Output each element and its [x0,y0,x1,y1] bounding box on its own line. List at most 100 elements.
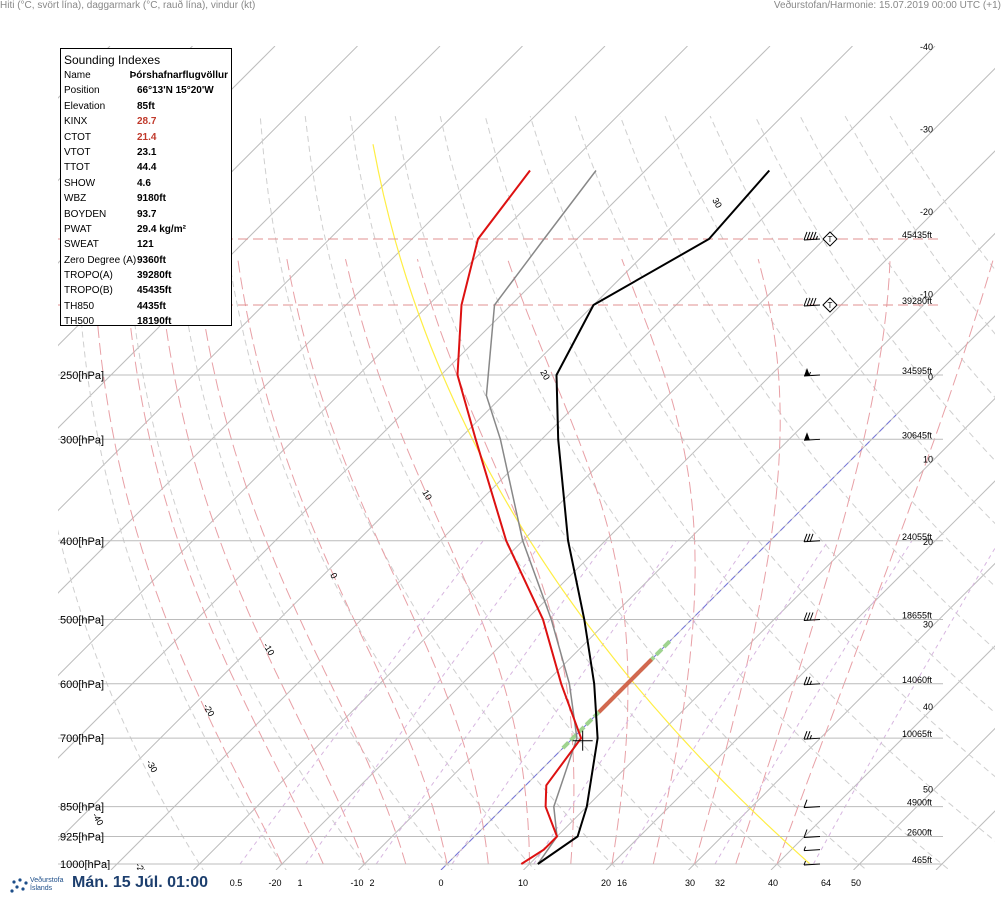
wind-barb-mark [812,297,817,307]
isotherm-label: -20 [920,207,933,217]
isotherm-label: 40 [923,702,933,712]
adiabat-label: 10 [420,488,434,502]
height-label: 34595ft [902,366,933,376]
wind-barb [803,432,821,441]
wind-barb [803,676,821,686]
moist-adiabat [416,258,575,865]
index-key: PWAT [64,223,92,235]
mixing-ratio-line [451,540,677,865]
isotherm-label: -30 [920,125,933,135]
index-value: Þórshafnarflugvöllur [129,70,228,81]
dry-adiabat [304,116,702,870]
logo-line-2: Íslands [30,885,53,892]
mixing-ratio-line [533,540,750,865]
wind-barb-mark [803,676,808,685]
moist-adiabat [345,258,530,864]
wind-barb-mark [803,806,821,809]
pressure-label: 700[hPa] [60,733,104,745]
isotherm-label: 0 [928,372,933,382]
moist-adiabat [694,258,781,865]
bottom-axis-label: 32 [715,878,725,888]
wind-barb-mark [806,612,811,621]
bottom-axis-label: 16 [617,878,627,888]
index-value: 44.4 [137,162,157,174]
isotherm-line [58,46,606,594]
pressure-label: 600[hPa] [60,679,104,691]
wind-barb-mark [809,680,812,685]
index-key: WBZ [64,193,87,205]
moist-adiabat [735,259,891,865]
isotherm-line [193,67,995,870]
chart-header-left: Hiti (°C, svört lína), daggarmark (°C, r… [0,0,256,11]
dry-adiabat [259,116,619,870]
dry-adiabat [394,116,868,870]
dry-adiabat [169,116,453,870]
logo-line-1: Veðurstofa [30,877,64,884]
index-row: PWAT 29.4 kg/m² [64,222,228,237]
index-value: 93.7 [137,208,157,220]
adiabat-label: -30 [144,758,159,774]
height-label: 4900ft [907,798,933,808]
wind-barb-mark [803,860,806,866]
wind-barb [803,533,821,543]
index-row: TROPO(A) 39280ft [64,268,228,283]
index-value: 9360ft [137,254,166,266]
dry-adiabat [439,115,951,870]
index-row: TTOT 44.4 [64,160,228,175]
dry-adiabat [349,116,785,870]
index-row: TROPO(B) 45435ft [64,283,228,298]
forecast-date: Mán. 15 Júl. 01:00 [72,874,209,891]
wind-barb-mark [815,235,818,241]
height-label: 24055ft [902,532,933,542]
pressure-label: 400[hPa] [60,536,104,548]
index-row: TH850 4435ft [64,299,228,314]
mixing-ratio-line [714,540,913,865]
moist-adiabat [157,259,365,865]
isotherm-label: 30 [923,620,933,630]
index-key: TROPO(B) [64,285,113,297]
bottom-axis-label: 1 [297,878,302,888]
tropopause-diamond-icon [822,231,838,247]
pressure-label: 850[hPa] [60,802,104,814]
index-key: TH500 [64,316,95,328]
wind-barb-mark [803,836,821,838]
wind-barb-mark [803,863,821,866]
wind-barb-mark [803,849,821,852]
mixing-ratio-line [812,547,995,865]
vedurstofa-logo-icon [10,878,28,893]
pressure-label: 250[hPa] [60,370,104,382]
reference-adiabat-line [372,144,811,865]
wind-barb-mark [808,371,811,377]
bottom-axis-label: 10 [518,878,528,888]
index-value: 85ft [137,100,155,112]
height-label: 30645ft [902,430,933,440]
isotherm-line [58,46,853,842]
index-key: TTOT [64,162,90,174]
wind-barb-mark [803,829,808,838]
sounding-indexes-title: Sounding Indexes [64,53,161,67]
index-row: SWEAT 121 [64,237,228,252]
bottom-axis-label: 50 [851,878,861,888]
pressure-label: 1000[hPa] [60,859,110,871]
isotherm-line [770,645,995,870]
adiabat-label: 0 [328,571,339,580]
bottom-axis-label: -20 [268,878,281,888]
index-value: 21.4 [137,131,157,143]
bottom-axis-label: 64 [821,878,831,888]
isotherm-line [58,46,441,429]
index-value: 9180ft [137,193,166,205]
moist-adiabat [124,259,324,865]
index-row: Name Þórshafnarflugvöllur [64,68,228,83]
index-row: WBZ 9180ft [64,191,228,206]
index-key: VTOT [64,146,91,158]
height-label: 39280ft [902,296,933,306]
footer-bar [0,870,212,900]
height-label: 2600ft [907,827,933,837]
freezing-segment [597,658,653,714]
dry-adiabat [574,115,995,714]
index-value: 45435ft [137,285,172,297]
moist-adiabat [621,258,696,865]
index-key: TH850 [64,300,95,312]
wind-barb-mark [809,297,814,307]
